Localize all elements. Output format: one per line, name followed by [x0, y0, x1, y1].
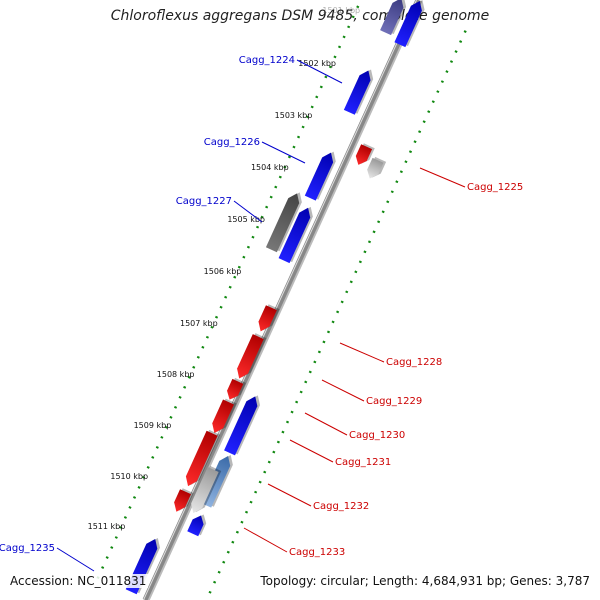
gene-arrow [394, 0, 425, 48]
gene-label: Cagg_1233 [289, 547, 345, 558]
gene-arrow [227, 377, 246, 400]
gene-label: Cagg_1230 [349, 430, 405, 441]
backbone-highlight [143, 0, 417, 600]
gene-arrow [187, 514, 207, 537]
kbp-tick-label: 1510 kbp [110, 472, 148, 481]
gene-label: Cagg_1228 [386, 357, 442, 368]
gene-label: Cagg_1225 [467, 182, 523, 193]
gene-label: Cagg_1231 [335, 457, 391, 468]
gene-arrow [278, 206, 313, 264]
kbp-tick-label: 1508 kbp [157, 370, 195, 379]
gene-label-leader [261, 141, 306, 164]
kbp-tick-label: 1504 kbp [251, 163, 289, 172]
gene-label-leader [339, 342, 385, 363]
gene-arrow [265, 192, 302, 253]
kbp-tick-label: 1509 kbp [134, 421, 172, 430]
kbp-tick-label: 1511 kbp [88, 522, 126, 531]
gene-label-leader [419, 167, 466, 188]
gene-arrow [380, 0, 407, 36]
gene-arrow [174, 488, 194, 512]
kbp-tick-label: 1503 kbp [275, 111, 313, 120]
gene-arrow [224, 395, 261, 456]
gene-label-leader [56, 547, 95, 572]
gene-label-leader [267, 483, 312, 507]
gene-arrow [304, 151, 336, 201]
kbp-tick-label: 1505 kbp [227, 215, 265, 224]
gene-label-leader [304, 412, 348, 436]
gene-label: Cagg_1235 [0, 543, 55, 554]
gene-label-leader [289, 439, 334, 463]
gene-arrow [185, 429, 221, 487]
kbp-tick-label: 1501 kbp [322, 6, 360, 15]
gene-label: Cagg_1224 [239, 55, 295, 66]
gene-arrow [367, 156, 387, 179]
kbp-tick-label: 1506 kbp [204, 267, 242, 276]
gene-arrow [355, 143, 375, 165]
tick-track-right [205, 22, 471, 600]
tick-track-left [96, 0, 363, 579]
gene-label: Cagg_1232 [313, 501, 369, 512]
gene-label-leader [233, 200, 263, 223]
gene-label: Cagg_1229 [366, 396, 422, 407]
backbone-line [142, 0, 421, 600]
gene-arrow [258, 304, 280, 332]
accession-text: Accession: NC_011831 [8, 574, 149, 588]
gene-label-leader [321, 379, 365, 402]
gene-label: Cagg_1226 [204, 137, 260, 148]
gene-arrow [212, 398, 237, 433]
gene-label-leader [296, 59, 343, 84]
kbp-tick-label: 1507 kbp [180, 319, 218, 328]
kbp-tick-label: 1502 kbp [298, 59, 336, 68]
topology-text: Topology: circular; Length: 4,684,931 bp… [258, 574, 592, 588]
gene-arrow [237, 333, 267, 379]
gene-arrow [343, 69, 374, 115]
gene-label: Cagg_1227 [176, 196, 232, 207]
gene-label-leader [243, 527, 288, 553]
gene-arrow [191, 465, 222, 514]
